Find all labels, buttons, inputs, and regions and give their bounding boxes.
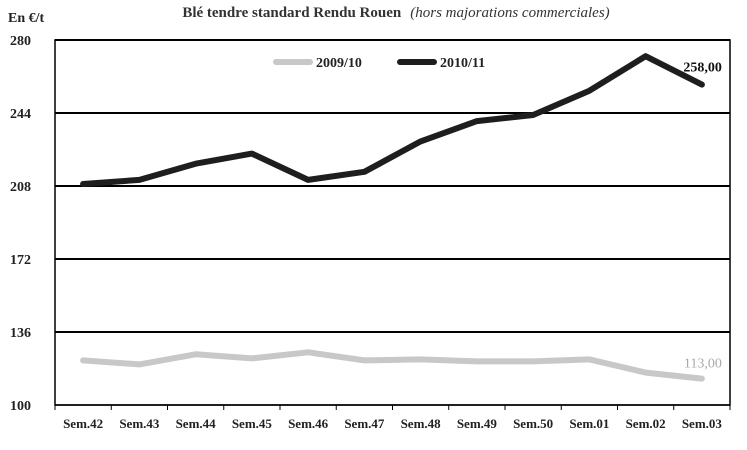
x-tick-label: Sem.48 xyxy=(401,416,442,431)
x-tick-label: Sem.03 xyxy=(682,416,723,431)
x-tick-label: Sem.45 xyxy=(232,416,273,431)
x-tick-label: Sem.01 xyxy=(569,416,609,431)
y-tick-label: 172 xyxy=(10,253,31,268)
x-tick-label: Sem.47 xyxy=(344,416,385,431)
legend-label: 2009/10 xyxy=(316,56,362,71)
chart-title: Blé tendre standard Rendu Rouen xyxy=(182,5,402,21)
end-value-label: 113,00 xyxy=(684,357,722,372)
x-tick-label: Sem.02 xyxy=(626,416,666,431)
y-tick-label: 136 xyxy=(10,326,31,341)
plot-frame xyxy=(54,39,731,406)
y-tick-label: 244 xyxy=(10,107,31,122)
x-tick-label: Sem.46 xyxy=(288,416,329,431)
series-line-2010-11 xyxy=(80,53,705,187)
chart-subtitle: (hors majorations commerciales) xyxy=(410,5,609,21)
x-tick-label: Sem.49 xyxy=(457,416,498,431)
x-tick-label: Sem.42 xyxy=(63,416,103,431)
x-tick-label: Sem.44 xyxy=(176,416,217,431)
end-labels: 113,00 258,00 xyxy=(683,61,722,372)
y-axis-unit-label: En €/t xyxy=(8,11,45,26)
series-layer xyxy=(80,53,705,382)
legend: 2009/10 2010/11 xyxy=(273,56,485,71)
grid-layer xyxy=(55,39,730,406)
legend-label: 2010/11 xyxy=(440,56,485,71)
y-tick-label: 280 xyxy=(10,34,31,49)
axis-layer: 100 136 172 208 244 280 Sem.42 Sem.43 Sem.44 Sem.… xyxy=(10,34,731,431)
end-value-label: 258,00 xyxy=(683,61,722,76)
chart-title-group: Blé tendre standard Rendu Rouen (hors ma… xyxy=(182,4,609,21)
y-tick-label: 100 xyxy=(10,399,31,414)
x-tick-label: Sem.50 xyxy=(513,416,553,431)
y-tick-label: 208 xyxy=(10,180,31,195)
x-tick-label: Sem.43 xyxy=(119,416,160,431)
svg-text:Blé tendre standard Rendu Roue: Blé tendre standard Rendu Rouen (hors ma… xyxy=(182,4,609,21)
series-line-2009-10 xyxy=(80,349,705,382)
